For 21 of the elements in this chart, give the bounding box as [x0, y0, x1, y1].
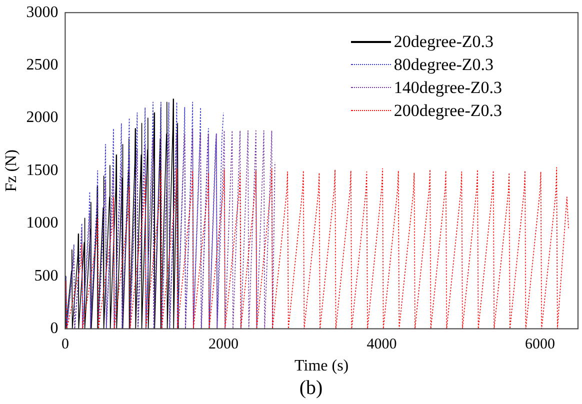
- line-series: [65, 167, 569, 329]
- y-tick-label: 2000: [26, 109, 58, 126]
- legend-label: 140degree-Z0.3: [394, 77, 502, 99]
- y-tick-label: 500: [34, 267, 58, 284]
- text: (b): [298, 376, 324, 400]
- y-tick-label: 3000: [26, 4, 58, 21]
- y-tick-label: 2500: [26, 56, 58, 74]
- legend-label: 20degree-Z0.3: [394, 31, 494, 53]
- legend-label: 200degree-Z0.3: [394, 100, 502, 122]
- x-tick-label: 2000: [208, 336, 238, 353]
- y-tick-label: 0: [50, 320, 58, 338]
- x-axis-title: Time (s): [294, 358, 349, 375]
- legend-label: 80degree-Z0.3: [394, 54, 494, 76]
- line-series: [65, 102, 224, 329]
- x-tick-label: 6000: [525, 336, 556, 353]
- y-tick-label: 1000: [26, 214, 58, 232]
- line-series: [65, 128, 276, 329]
- y-axis-title: Fz (N): [2, 150, 20, 192]
- x-tick-label: 0: [61, 336, 69, 353]
- y-tick-label: 1500: [26, 162, 58, 179]
- x-tick-label: 4000: [366, 336, 397, 353]
